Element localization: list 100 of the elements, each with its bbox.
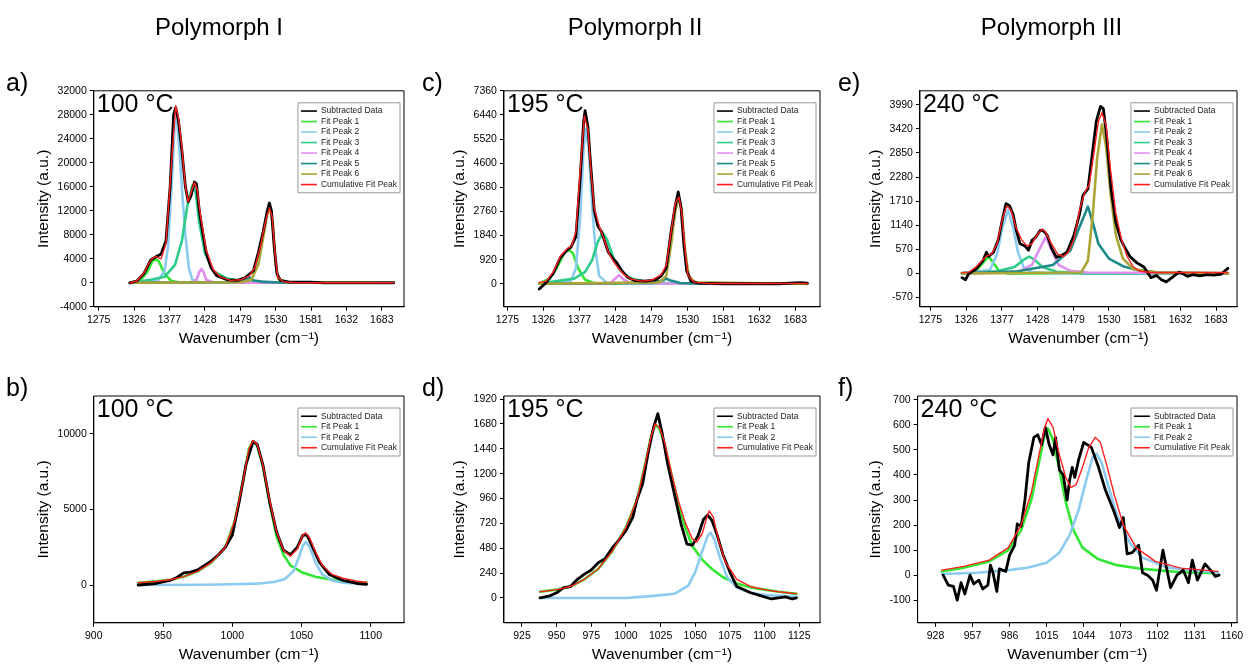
legend-label: Fit Peak 4 — [320, 147, 360, 158]
legend-label: Cumulative Fit Peak — [1153, 442, 1231, 453]
y-tick-label: 700 — [893, 392, 911, 405]
y-tick-label: 32000 — [57, 83, 87, 96]
y-tick-label: 3420 — [889, 121, 914, 134]
y-tick-label: 5520 — [473, 131, 498, 144]
legend-label: Fit Peak 4 — [1153, 147, 1193, 158]
y-tick-label: 3990 — [889, 97, 914, 110]
y-tick-label: 200 — [893, 517, 911, 530]
x-axis-title: Wavenumber (cm⁻¹) — [1008, 328, 1149, 346]
legend-label: Fit Peak 5 — [736, 157, 776, 168]
legend-label: Cumulative Fit Peak — [320, 442, 398, 453]
legend-label: Subtracted Data — [736, 410, 799, 421]
chart-subtitle: 100 °C — [96, 89, 174, 118]
legend-label: Subtracted Data — [320, 410, 383, 421]
y-tick-label: 28000 — [57, 107, 87, 120]
x-tick-label: 1683 — [783, 312, 808, 325]
legend-label: Fit Peak 3 — [320, 136, 360, 147]
x-tick-label: 1275 — [86, 312, 111, 325]
y-tick-label: -570 — [891, 290, 914, 303]
y-axis-title: Intensity (a.u.) — [865, 149, 883, 248]
x-axis-title: Wavenumber (cm⁻¹) — [591, 644, 733, 662]
legend-label: Fit Peak 6 — [1153, 168, 1193, 179]
y-tick-label: 16000 — [57, 179, 87, 192]
legend-label: Subtracted Data — [1153, 410, 1216, 421]
x-tick-label: 1160 — [1220, 628, 1244, 641]
y-tick-label: 600 — [893, 417, 911, 430]
y-tick-label: 1680 — [473, 416, 498, 429]
x-tick-label: 1581 — [1132, 312, 1157, 325]
text: c) — [422, 68, 443, 97]
legend-label: Cumulative Fit Peak — [1153, 178, 1231, 189]
x-tick-label: 986 — [1000, 628, 1019, 641]
y-tick-label: 2850 — [889, 145, 914, 158]
legend-label: Fit Peak 1 — [320, 115, 360, 126]
y-tick-label: 480 — [479, 541, 498, 554]
x-tick-label: 1015 — [1034, 628, 1059, 641]
x-tick-label: 1000 — [614, 628, 638, 641]
legend-label: Fit Peak 5 — [320, 157, 360, 168]
text: f) — [838, 373, 854, 402]
y-tick-label: 500 — [893, 442, 911, 455]
legend-label: Subtracted Data — [736, 105, 799, 116]
legend-label: Fit Peak 4 — [736, 147, 776, 158]
text: b) — [6, 373, 29, 402]
y-tick-label: 12000 — [57, 203, 87, 216]
y-tick-label: 24000 — [57, 131, 87, 144]
x-tick-label: 1530 — [675, 312, 700, 325]
x-tick-label: 1632 — [747, 312, 772, 325]
x-tick-label: 1683 — [370, 312, 394, 325]
x-tick-label: 1275 — [918, 312, 943, 325]
x-tick-label: 1000 — [220, 628, 245, 641]
legend-label: Fit Peak 1 — [736, 421, 776, 432]
legend-label: Cumulative Fit Peak — [736, 442, 814, 453]
y-tick-label: 0 — [491, 590, 498, 603]
y-tick-label: 3680 — [473, 180, 498, 193]
x-tick-label: 1428 — [193, 312, 217, 325]
y-axis-title: Intensity (a.u.) — [449, 460, 467, 559]
y-tick-label: 570 — [895, 242, 914, 255]
x-tick-label: 1050 — [683, 628, 708, 641]
x-tick-label: 1044 — [1072, 628, 1096, 641]
y-tick-label: 7360 — [473, 83, 498, 96]
legend-label: Fit Peak 2 — [736, 126, 776, 137]
x-tick-label: 1683 — [1204, 312, 1228, 325]
y-tick-label: 10000 — [57, 426, 87, 439]
chart-title: Polymorph II — [567, 13, 703, 41]
chart-subtitle: 195 °C — [506, 89, 584, 118]
x-tick-label: 1326 — [531, 312, 556, 325]
legend-label: Subtracted Data — [320, 105, 383, 116]
y-tick-label: 400 — [893, 467, 911, 480]
legend-label: Cumulative Fit Peak — [736, 178, 814, 189]
y-tick-label: 1200 — [473, 466, 498, 479]
y-axis-title: Intensity (a.u.) — [33, 460, 51, 559]
y-tick-label: 20000 — [57, 155, 87, 168]
legend-label: Subtracted Data — [1153, 105, 1216, 116]
x-tick-label: 1131 — [1183, 628, 1207, 641]
y-tick-label: 0 — [80, 275, 87, 288]
y-tick-label: 4600 — [473, 156, 498, 169]
text: e) — [838, 68, 861, 97]
x-tick-label: 1632 — [1168, 312, 1193, 325]
x-tick-label: 1075 — [718, 628, 742, 641]
legend-label: Fit Peak 2 — [320, 431, 360, 442]
x-tick-label: 1073 — [1109, 628, 1133, 641]
x-axis-title: Wavenumber (cm⁻¹) — [178, 644, 320, 662]
legend-label: Fit Peak 3 — [1153, 136, 1193, 147]
y-tick-label: 0 — [907, 266, 914, 279]
x-tick-label: 1377 — [567, 312, 592, 325]
legend-label: Fit Peak 2 — [1153, 431, 1193, 442]
text: d) — [422, 373, 445, 402]
x-tick-label: 1326 — [954, 312, 978, 325]
chart-title: Polymorph III — [980, 13, 1123, 41]
chart-title: Polymorph I — [154, 13, 284, 41]
legend-label: Fit Peak 2 — [736, 431, 776, 442]
y-tick-label: 240 — [479, 565, 498, 578]
y-tick-label: 0 — [491, 276, 498, 289]
x-tick-label: 1102 — [1146, 628, 1170, 641]
y-tick-label: 0 — [80, 577, 87, 590]
x-tick-label: 1581 — [711, 312, 736, 325]
x-tick-label: 925 — [513, 628, 531, 641]
y-tick-label: 4000 — [63, 251, 87, 264]
x-tick-label: 1100 — [359, 628, 383, 641]
x-tick-label: 1125 — [787, 628, 811, 641]
